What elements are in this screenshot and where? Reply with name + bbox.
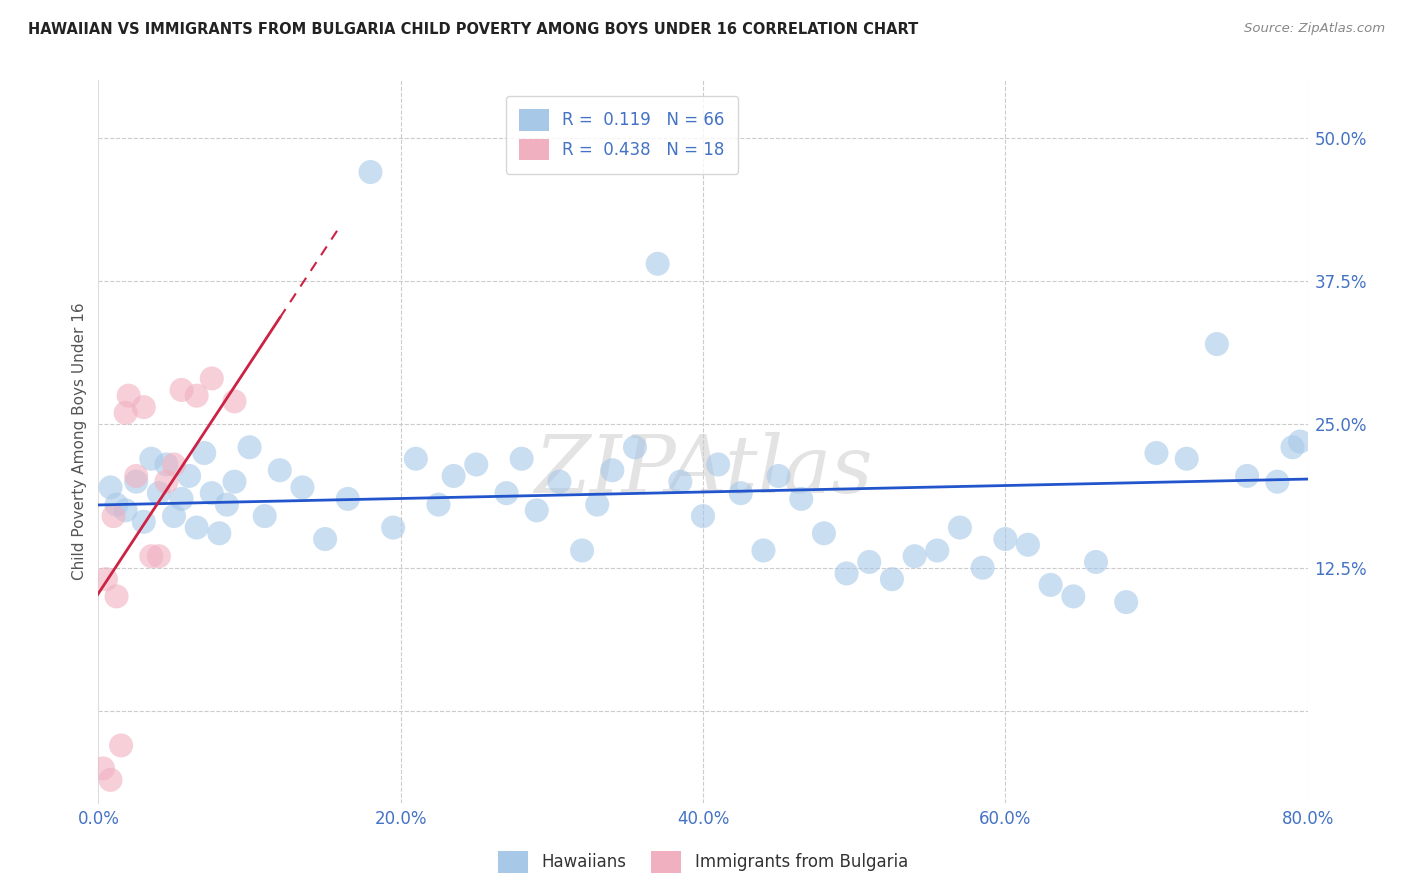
Point: [927, 543, 949, 558]
Point: [1236, 469, 1258, 483]
Point: [155, 458, 177, 472]
Point: [103, 509, 125, 524]
Point: [179, 469, 201, 483]
Point: [91, 761, 114, 775]
Point: [141, 451, 163, 466]
Point: [1039, 578, 1062, 592]
Point: [360, 165, 382, 179]
Point: [100, 480, 122, 494]
Point: [1115, 595, 1137, 609]
Point: [215, 498, 238, 512]
Point: [125, 469, 148, 483]
Point: [170, 491, 193, 506]
Point: [1017, 538, 1039, 552]
Point: [382, 520, 405, 534]
Point: [148, 486, 170, 500]
Point: [186, 389, 208, 403]
Point: [949, 520, 972, 534]
Text: Source: ZipAtlas.com: Source: ZipAtlas.com: [1244, 22, 1385, 36]
Point: [1085, 555, 1108, 569]
Point: [132, 515, 155, 529]
Point: [201, 486, 224, 500]
Point: [813, 526, 835, 541]
Point: [125, 475, 148, 489]
Point: [94, 572, 117, 586]
Point: [163, 458, 186, 472]
Point: [1281, 440, 1303, 454]
Point: [730, 486, 752, 500]
Point: [224, 475, 246, 489]
Point: [105, 498, 128, 512]
Point: [752, 543, 775, 558]
Point: [586, 498, 609, 512]
Point: [707, 458, 730, 472]
Text: ZIPAtlas: ZIPAtlas: [534, 432, 872, 509]
Point: [114, 406, 136, 420]
Text: HAWAIIAN VS IMMIGRANTS FROM BULGARIA CHILD POVERTY AMONG BOYS UNDER 16 CORRELATI: HAWAIIAN VS IMMIGRANTS FROM BULGARIA CHI…: [28, 22, 918, 37]
Point: [548, 475, 571, 489]
Point: [224, 394, 246, 409]
Point: [336, 491, 359, 506]
Point: [1062, 590, 1084, 604]
Point: [110, 739, 132, 753]
Point: [972, 560, 994, 574]
Point: [141, 549, 163, 564]
Point: [835, 566, 858, 581]
Point: [669, 475, 692, 489]
Point: [186, 520, 208, 534]
Point: [239, 440, 262, 454]
Point: [571, 543, 593, 558]
Point: [692, 509, 714, 524]
Point: [994, 532, 1017, 546]
Point: [291, 480, 314, 494]
Point: [1175, 451, 1198, 466]
Point: [1289, 434, 1312, 449]
Point: [495, 486, 517, 500]
Point: [880, 572, 903, 586]
Point: [510, 451, 533, 466]
Point: [114, 503, 136, 517]
Point: [193, 446, 215, 460]
Y-axis label: Child Poverty Among Boys Under 16: Child Poverty Among Boys Under 16: [72, 302, 87, 581]
Legend: Hawaiians, Immigrants from Bulgaria: Hawaiians, Immigrants from Bulgaria: [491, 845, 915, 880]
Point: [100, 772, 122, 787]
Point: [526, 503, 548, 517]
Point: [269, 463, 291, 477]
Point: [132, 400, 155, 414]
Point: [624, 440, 647, 454]
Point: [253, 509, 276, 524]
Point: [148, 549, 170, 564]
Point: [1267, 475, 1289, 489]
Point: [105, 590, 128, 604]
Point: [647, 257, 669, 271]
Point: [170, 383, 193, 397]
Point: [768, 469, 790, 483]
Point: [602, 463, 624, 477]
Point: [443, 469, 465, 483]
Point: [314, 532, 336, 546]
Point: [427, 498, 450, 512]
Point: [405, 451, 427, 466]
Point: [1146, 446, 1168, 460]
Point: [118, 389, 141, 403]
Point: [1206, 337, 1229, 351]
Point: [858, 555, 880, 569]
Legend: R =  0.119   N = 66, R =  0.438   N = 18: R = 0.119 N = 66, R = 0.438 N = 18: [506, 95, 738, 174]
Point: [465, 458, 488, 472]
Point: [790, 491, 813, 506]
Point: [904, 549, 927, 564]
Point: [155, 475, 177, 489]
Point: [208, 526, 231, 541]
Point: [163, 509, 186, 524]
Point: [201, 371, 224, 385]
